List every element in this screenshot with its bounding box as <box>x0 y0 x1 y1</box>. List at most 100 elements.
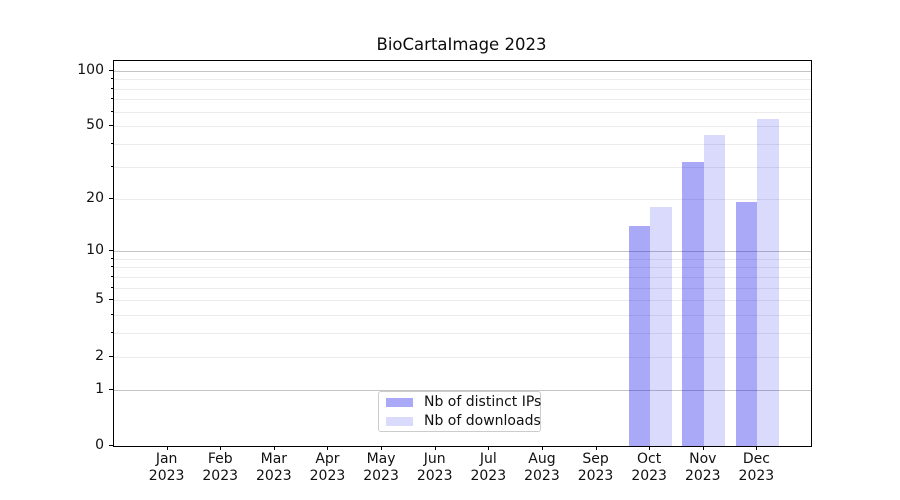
y-minor-tick-mark <box>110 275 113 277</box>
y-minor-gridline <box>114 166 811 168</box>
x-tick-month: Aug <box>528 451 556 467</box>
y-minor-gridline <box>114 99 811 101</box>
y-minor-tick-mark <box>110 125 113 127</box>
x-tick-label: Jun 2023 <box>403 451 467 485</box>
x-tick-year: 2023 <box>416 468 453 484</box>
bar <box>682 161 704 446</box>
legend: Nb of distinct IPs Nb of downloads <box>378 391 541 432</box>
x-tick-year: 2023 <box>684 468 721 484</box>
y-minor-tick-mark <box>110 355 113 357</box>
y-tick-label: 100 <box>77 61 104 78</box>
x-tick-mark <box>327 446 329 450</box>
y-minor-gridline <box>114 88 811 90</box>
y-minor-tick-mark <box>110 87 113 89</box>
legend-swatch <box>386 416 413 426</box>
y-minor-gridline <box>114 300 811 302</box>
x-tick-label: Apr 2023 <box>295 451 359 485</box>
bar <box>628 225 651 446</box>
x-tick-label: May 2023 <box>349 451 413 485</box>
y-major-gridline <box>114 389 811 391</box>
x-tick-mark <box>273 446 275 450</box>
x-tick-mark <box>220 446 222 450</box>
legend-item: Nb of downloads <box>386 413 541 429</box>
x-tick-mark <box>702 446 704 450</box>
x-tick-mark <box>488 446 490 450</box>
x-tick-mark <box>595 446 597 450</box>
x-tick-year: 2023 <box>631 468 667 484</box>
y-tick-mark <box>109 250 113 252</box>
y-minor-gridline <box>114 287 811 289</box>
y-tick-mark <box>109 388 113 390</box>
x-tick-label: Jan 2023 <box>135 451 199 485</box>
x-tick-month: Sep <box>582 451 609 467</box>
bar <box>703 134 726 446</box>
y-tick-label: 1 <box>95 380 104 397</box>
y-minor-gridline <box>114 79 811 81</box>
x-tick-year: 2023 <box>738 468 775 484</box>
x-tick-label: Nov 2023 <box>671 451 735 485</box>
x-tick-month: Jan <box>155 451 178 467</box>
x-tick-year: 2023 <box>470 468 507 484</box>
legend-label: Nb of distinct IPs <box>424 394 542 410</box>
y-minor-tick-mark <box>110 165 113 167</box>
chart-title: BioCartaImage 2023 <box>376 35 547 54</box>
legend-item: Nb of distinct IPs <box>386 394 542 410</box>
y-minor-gridline <box>114 111 811 113</box>
x-tick-month: Feb <box>207 451 233 467</box>
bar <box>735 202 758 446</box>
y-tick-label: 5 <box>95 291 104 308</box>
x-tick-mark <box>756 446 758 450</box>
x-tick-mark <box>649 446 651 450</box>
x-tick-label: Mar 2023 <box>242 451 306 485</box>
x-tick-label: Dec 2023 <box>724 451 788 485</box>
y-minor-tick-mark <box>110 266 113 268</box>
x-tick-year: 2023 <box>148 468 185 484</box>
x-tick-mark <box>166 446 168 450</box>
x-tick-year: 2023 <box>363 468 399 484</box>
x-tick-mark <box>434 446 436 450</box>
y-minor-tick-mark <box>110 332 113 334</box>
y-tick-label: 10 <box>86 242 104 259</box>
y-tick-label: 50 <box>86 117 104 134</box>
y-minor-gridline <box>114 198 811 200</box>
y-major-gridline <box>114 251 811 253</box>
x-tick-year: 2023 <box>524 468 560 484</box>
y-minor-tick-mark <box>110 110 113 112</box>
x-tick-year: 2023 <box>256 468 292 484</box>
x-tick-label: Sep 2023 <box>564 451 628 485</box>
y-minor-tick-mark <box>110 286 113 288</box>
x-tick-year: 2023 <box>202 468 239 484</box>
y-tick-label: 2 <box>95 347 104 364</box>
y-minor-tick-mark <box>110 98 113 100</box>
plot-area <box>113 60 812 447</box>
bar <box>650 206 672 446</box>
y-minor-tick-mark <box>110 257 113 259</box>
y-minor-gridline <box>114 333 811 335</box>
legend-label: Nb of downloads <box>424 413 541 429</box>
x-tick-label: Jul 2023 <box>456 451 520 485</box>
legend-swatch <box>386 397 413 407</box>
y-minor-gridline <box>114 144 811 146</box>
x-tick-month: Dec <box>742 451 770 467</box>
y-minor-gridline <box>114 258 811 260</box>
x-tick-label: Aug 2023 <box>510 451 574 485</box>
x-tick-label: Feb 2023 <box>188 451 252 485</box>
y-minor-tick-mark <box>110 314 113 316</box>
y-tick-mark <box>109 445 113 446</box>
y-minor-tick-mark <box>110 197 113 199</box>
x-tick-month: Mar <box>260 451 288 467</box>
x-tick-month: May <box>366 451 396 467</box>
y-minor-gridline <box>114 126 811 128</box>
y-minor-tick-mark <box>110 78 113 80</box>
bar <box>757 118 779 446</box>
x-tick-month: Jul <box>479 451 497 467</box>
x-tick-month: Jun <box>423 451 446 467</box>
x-tick-mark <box>541 446 543 450</box>
y-minor-gridline <box>114 356 811 358</box>
x-tick-month: Nov <box>689 451 717 467</box>
y-tick-label: 20 <box>86 189 104 206</box>
y-tick-mark <box>109 69 113 71</box>
x-tick-mark <box>381 446 383 450</box>
y-minor-gridline <box>114 315 811 317</box>
